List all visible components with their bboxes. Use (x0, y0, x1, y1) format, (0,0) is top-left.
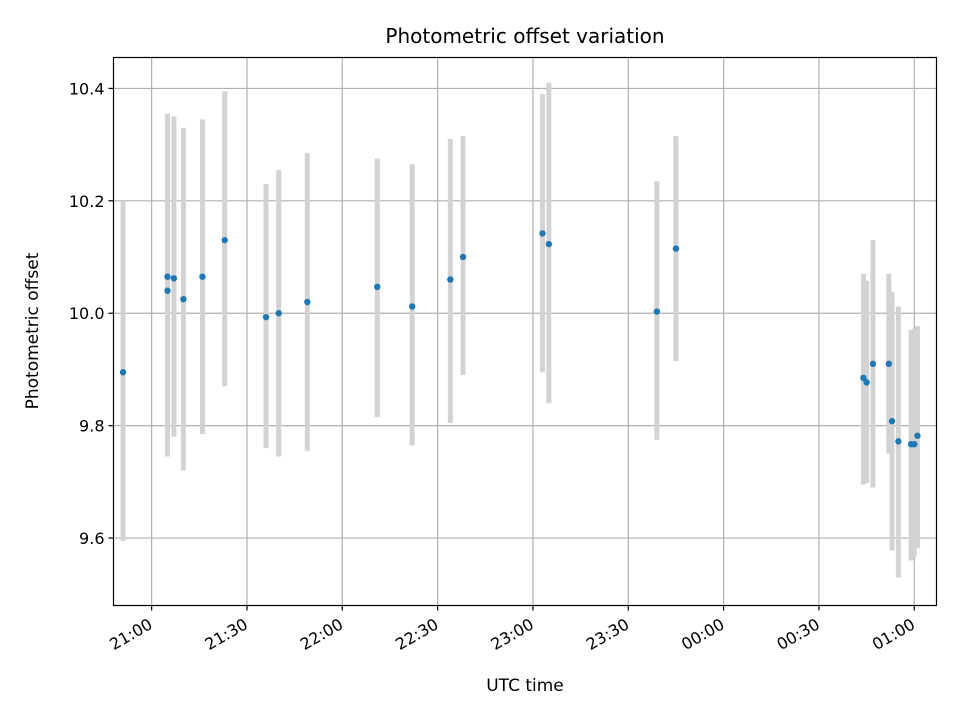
data-point (539, 230, 546, 237)
data-point (304, 298, 311, 306)
data-point (199, 273, 206, 280)
data-point (447, 276, 454, 283)
data-point (374, 283, 381, 291)
data-point (888, 417, 896, 425)
data-point (895, 438, 902, 445)
data-point (653, 308, 661, 315)
data-point (672, 245, 680, 252)
y-axis-title: Photometric offset (23, 252, 43, 409)
grid (113, 57, 937, 606)
data-point (170, 275, 178, 282)
data-points (119, 230, 921, 448)
x-axis-title: UTC time (486, 676, 564, 696)
plot-frame (112, 56, 938, 607)
data-point (164, 287, 171, 294)
data-point (275, 310, 282, 317)
y-tick-label: 10.0 (69, 304, 105, 323)
data-point (262, 313, 270, 321)
y-tick-label: 9.6 (79, 529, 104, 548)
data-point (408, 303, 416, 310)
y-tick-label: 10.4 (69, 79, 105, 98)
data-point (221, 236, 228, 244)
data-point (459, 253, 467, 261)
y-tick-label: 9.8 (79, 417, 104, 436)
data-point (885, 360, 893, 368)
y-axis: 9.6 9.8 10.0 10.2 10.4 (69, 79, 114, 548)
data-point (119, 369, 127, 376)
y-tick-label: 10.2 (69, 192, 105, 211)
data-point (180, 295, 187, 303)
data-point (914, 432, 921, 439)
data-point (863, 379, 870, 386)
data-point (545, 240, 553, 248)
data-point (911, 440, 918, 448)
data-point (869, 360, 877, 368)
data-point (164, 273, 171, 280)
data-point (860, 374, 867, 382)
chart-title: Photometric offset variation (385, 24, 664, 48)
